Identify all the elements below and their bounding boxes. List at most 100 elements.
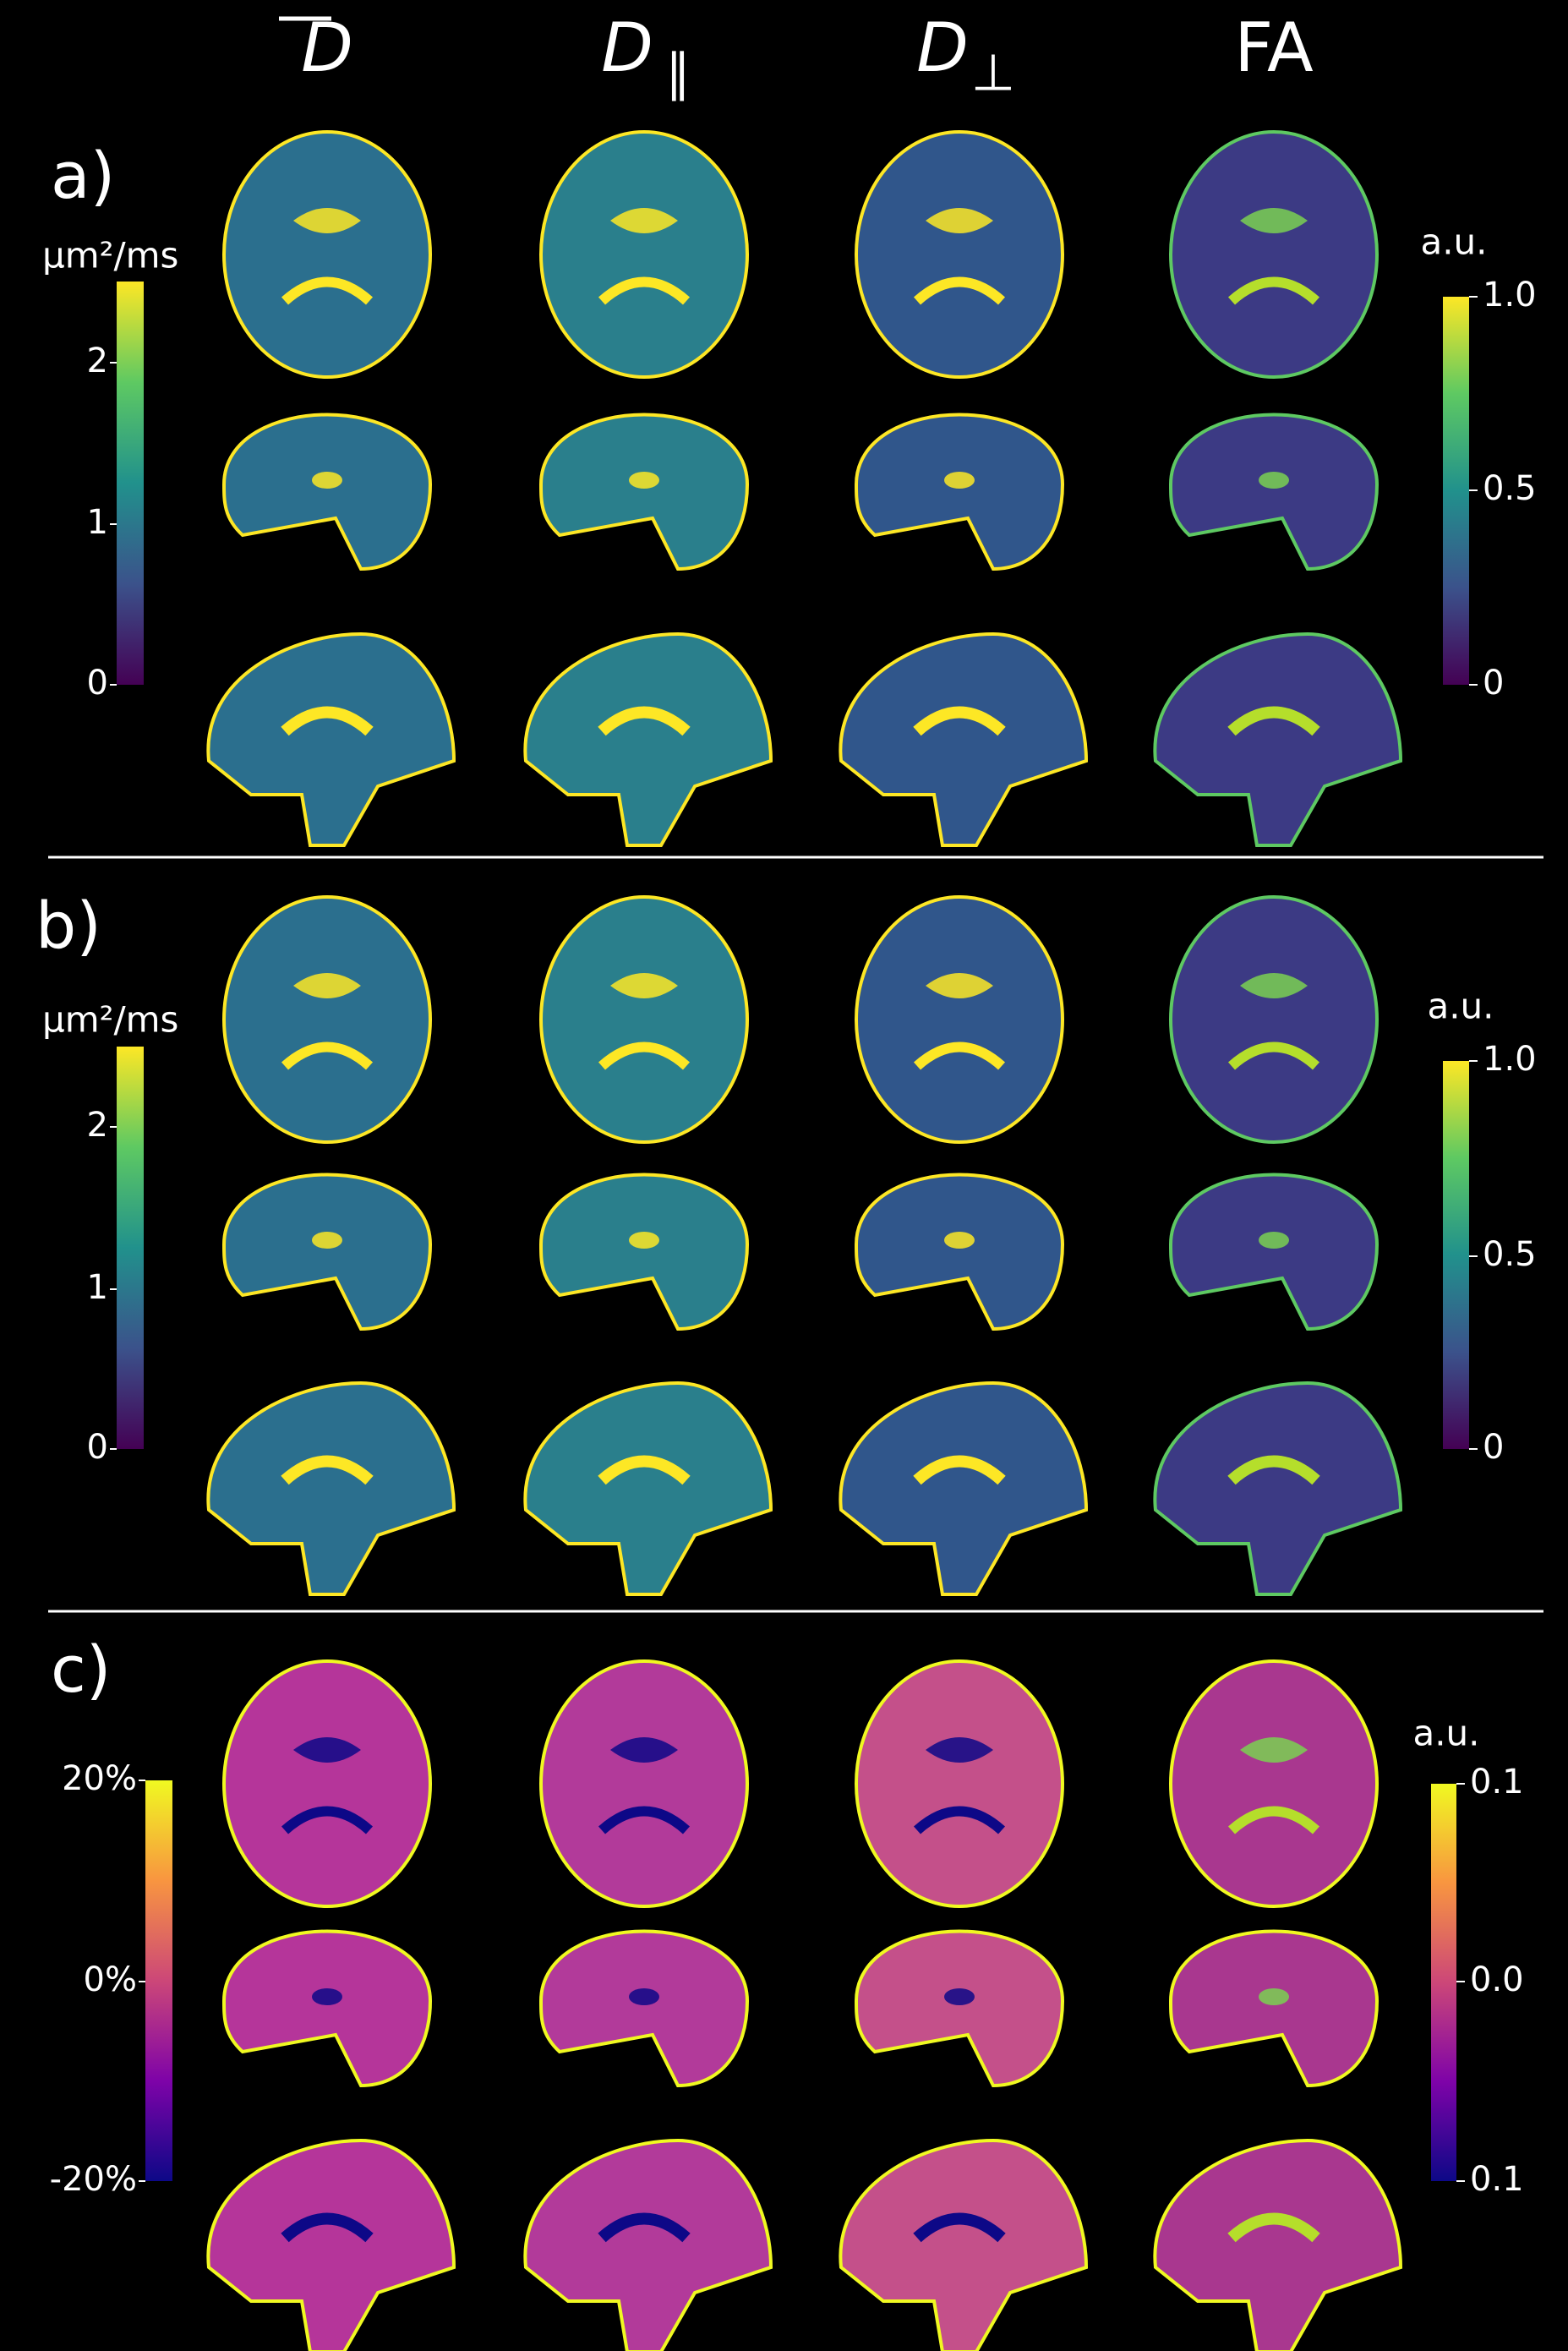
corpus-callosum <box>913 2212 1006 2243</box>
ventricle <box>610 208 678 233</box>
panel-label: a) <box>51 138 115 213</box>
ventricle <box>913 276 1006 305</box>
colorbar-tick-label: 0 <box>1483 664 1504 703</box>
brain-slice <box>854 413 1065 571</box>
colorbar-unit: μm²/ms <box>42 235 178 276</box>
column-header: D <box>916 8 969 87</box>
sagittal-slice <box>523 631 773 847</box>
brain-slice <box>854 1173 1065 1331</box>
coronal-slice <box>1168 413 1380 571</box>
sagittal-slice <box>1153 2138 1403 2351</box>
axial-slice <box>222 1659 432 1908</box>
colorbar-tick-label: 2 <box>87 1106 108 1145</box>
ventricle <box>1227 276 1320 305</box>
ventricle <box>1227 1806 1320 1834</box>
brain-slice <box>222 1659 432 1908</box>
axial-slice <box>855 1659 1064 1908</box>
axial-slice <box>222 130 432 379</box>
corpus-callosum <box>598 2212 691 2243</box>
sagittal-slice <box>206 631 456 847</box>
brain-slice <box>855 1659 1064 1908</box>
sagittal-slice <box>523 2138 773 2351</box>
brain-slice <box>1153 1381 1403 1596</box>
brain-slice <box>206 1381 456 1596</box>
ventricle <box>944 472 975 489</box>
brain-slice <box>206 631 456 847</box>
sagittal-slice <box>839 2138 1089 2351</box>
column-header: D <box>301 8 353 87</box>
ventricle <box>1240 208 1308 233</box>
brain-slice <box>221 1929 433 2088</box>
brain-slice <box>839 2138 1089 2351</box>
ventricle <box>629 1988 659 2005</box>
colorbar-tick-label: 1.0 <box>1483 276 1537 314</box>
coronal-slice <box>538 1173 750 1331</box>
colorbar-tick-label: 0 <box>87 1428 108 1467</box>
brain-slice <box>538 1173 750 1331</box>
ventricle <box>926 208 993 233</box>
colorbar-tick-label: 1.0 <box>1483 1040 1537 1079</box>
axial-slice <box>855 895 1064 1144</box>
corpus-callosum <box>598 706 691 736</box>
brain-slice <box>1168 1929 1380 2088</box>
ventricle <box>293 973 361 998</box>
ventricle <box>312 472 342 489</box>
axial-slice <box>1169 1659 1379 1908</box>
column-subscript: ∥ <box>665 44 691 103</box>
colorbar-tick-label: 0.5 <box>1483 1235 1537 1274</box>
ventricle <box>312 1988 342 2005</box>
corpus-callosum <box>1227 706 1320 736</box>
colorbar-tick-label: 0% <box>84 1960 137 1999</box>
axial-slice <box>855 130 1064 379</box>
colorbar <box>145 1780 172 2181</box>
axial-slice <box>539 1659 749 1908</box>
brain-slice <box>1168 1173 1380 1331</box>
ventricle <box>913 1042 1006 1070</box>
brain-slice <box>523 631 773 847</box>
colorbar-unit: a.u. <box>1412 1713 1479 1754</box>
ventricle <box>293 208 361 233</box>
ventricle <box>629 472 659 489</box>
colorbar-tick-label: 0.1 <box>1470 1763 1524 1802</box>
corpus-callosum <box>281 706 374 736</box>
colorbar <box>1443 1061 1469 1449</box>
colorbar <box>117 282 144 685</box>
brain-slice <box>206 2138 456 2351</box>
colorbar-tick-label: 0.0 <box>1470 1960 1524 1999</box>
colorbar-tick-label: 1 <box>87 503 108 542</box>
ventricle <box>926 1737 993 1763</box>
corpus-callosum <box>598 1455 691 1485</box>
ventricle <box>610 1737 678 1763</box>
column-header: D <box>601 8 653 87</box>
brain-slice <box>221 1173 433 1331</box>
sagittal-slice <box>1153 1381 1403 1596</box>
brain-slice <box>1153 631 1403 847</box>
ventricle <box>598 1042 691 1070</box>
axial-slice <box>1169 895 1379 1144</box>
brain-slice <box>1169 130 1379 379</box>
colorbar <box>1431 1784 1456 2181</box>
colorbar <box>1443 297 1469 685</box>
brain-slice <box>854 1929 1065 2088</box>
coronal-slice <box>221 1173 433 1331</box>
colorbar <box>117 1047 144 1449</box>
corpus-callosum <box>1227 2212 1320 2243</box>
sagittal-slice <box>206 1381 456 1596</box>
column-header: FA <box>1234 8 1314 87</box>
corpus-callosum <box>1227 1455 1320 1485</box>
brain-slice <box>1168 413 1380 571</box>
sagittal-slice <box>523 1381 773 1596</box>
ventricle <box>312 1232 342 1249</box>
ventricle <box>1259 472 1289 489</box>
panel-label: c) <box>51 1632 111 1707</box>
axial-slice <box>1169 130 1379 379</box>
colorbar-unit: a.u. <box>1420 221 1487 263</box>
corpus-callosum <box>913 1455 1006 1485</box>
brain-slice <box>1153 2138 1403 2351</box>
colorbar-tick-label: 2 <box>87 342 108 380</box>
sagittal-slice <box>206 2138 456 2351</box>
ventricle <box>281 1806 374 1834</box>
brain-slice <box>539 130 749 379</box>
colorbar-unit: μm²/ms <box>42 999 178 1041</box>
ventricle <box>1227 1042 1320 1070</box>
